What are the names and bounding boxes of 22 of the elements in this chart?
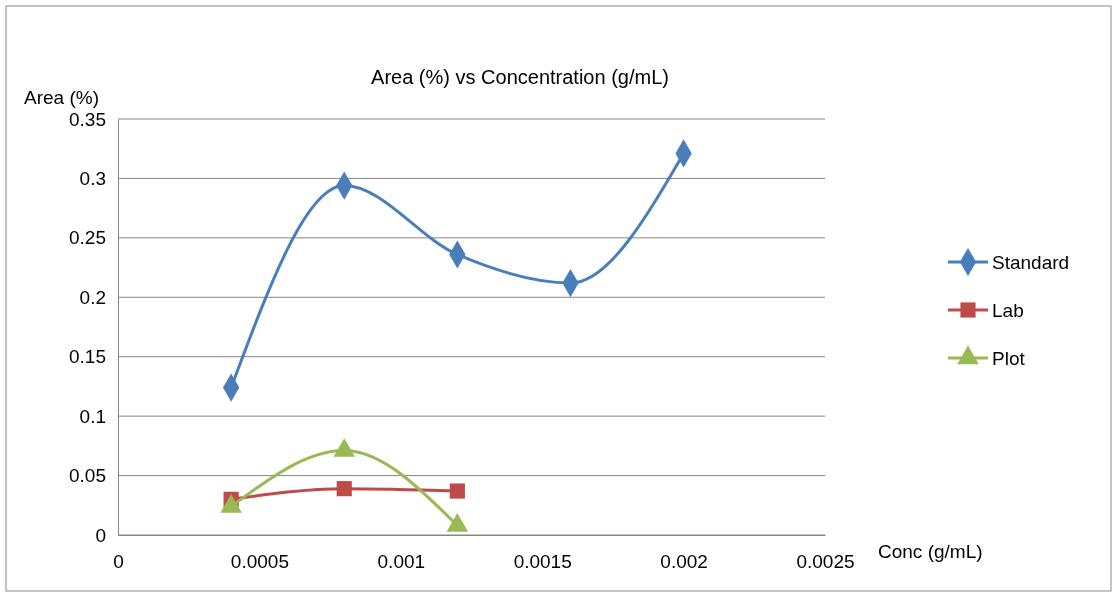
legend-label: Plot	[992, 348, 1026, 369]
x-tick-label: 0.0015	[513, 551, 572, 573]
x-tick-label: 0.0005	[230, 551, 289, 573]
y-tick-label: 0.3	[79, 168, 106, 190]
x-axis-title: Conc (g/mL)	[878, 541, 983, 562]
y-tick-label: 0.35	[69, 108, 106, 130]
legend-label: Standard	[992, 252, 1070, 273]
y-tick-label: 0	[95, 524, 106, 546]
y-axis-title: Area (%)	[24, 87, 99, 108]
y-tick-label: 0.15	[69, 346, 106, 368]
y-tick-label: 0.05	[69, 465, 106, 487]
chart-title: Area (%) vs Concentration (g/mL)	[371, 66, 669, 88]
y-tick-label: 0.1	[79, 405, 106, 427]
x-tick-label: 0.001	[377, 551, 426, 573]
point	[449, 483, 465, 499]
x-tick-label: 0.002	[660, 551, 708, 573]
point	[336, 481, 352, 497]
legend-label: Lab	[992, 300, 1024, 321]
x-tick-label: 0	[113, 551, 124, 573]
x-tick-label: 0.0025	[796, 551, 855, 573]
y-tick-label: 0.25	[69, 227, 106, 249]
y-tick-label: 0.2	[79, 286, 106, 308]
